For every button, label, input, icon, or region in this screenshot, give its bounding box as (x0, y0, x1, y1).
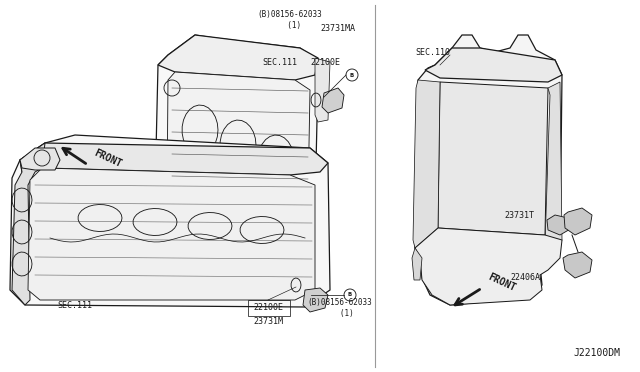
Polygon shape (415, 35, 562, 305)
Text: (B)08156-62033
  (1): (B)08156-62033 (1) (258, 10, 323, 30)
Polygon shape (547, 215, 572, 235)
Polygon shape (322, 88, 344, 113)
Polygon shape (167, 72, 310, 215)
Text: SEC.110: SEC.110 (415, 48, 450, 57)
Text: SEC.111: SEC.111 (58, 301, 93, 310)
Text: SEC.111: SEC.111 (262, 58, 298, 67)
Polygon shape (415, 228, 562, 305)
Text: B: B (348, 292, 352, 298)
Polygon shape (158, 35, 318, 80)
Text: 23731T: 23731T (504, 211, 534, 219)
Polygon shape (315, 58, 330, 122)
Text: (B)08156-62033
   (1): (B)08156-62033 (1) (308, 298, 372, 318)
Polygon shape (155, 35, 318, 225)
Text: 23731M: 23731M (253, 317, 283, 327)
Polygon shape (412, 248, 422, 280)
Polygon shape (563, 252, 592, 278)
Polygon shape (20, 143, 328, 175)
Text: J22100DM: J22100DM (573, 348, 620, 358)
Text: 23731MA: 23731MA (320, 23, 355, 32)
Text: FRONT: FRONT (92, 147, 123, 169)
Text: 22100E: 22100E (253, 304, 283, 312)
Text: B: B (350, 73, 354, 77)
Polygon shape (545, 82, 562, 258)
Polygon shape (303, 288, 328, 312)
Polygon shape (28, 168, 315, 300)
Polygon shape (413, 80, 440, 248)
Polygon shape (10, 135, 330, 307)
Polygon shape (12, 143, 45, 305)
Text: FRONT: FRONT (486, 271, 517, 293)
Text: 22406A: 22406A (510, 273, 540, 282)
Text: 22100E: 22100E (310, 58, 340, 67)
Polygon shape (438, 82, 548, 235)
Polygon shape (20, 148, 60, 170)
Polygon shape (425, 48, 562, 82)
Polygon shape (564, 208, 592, 235)
